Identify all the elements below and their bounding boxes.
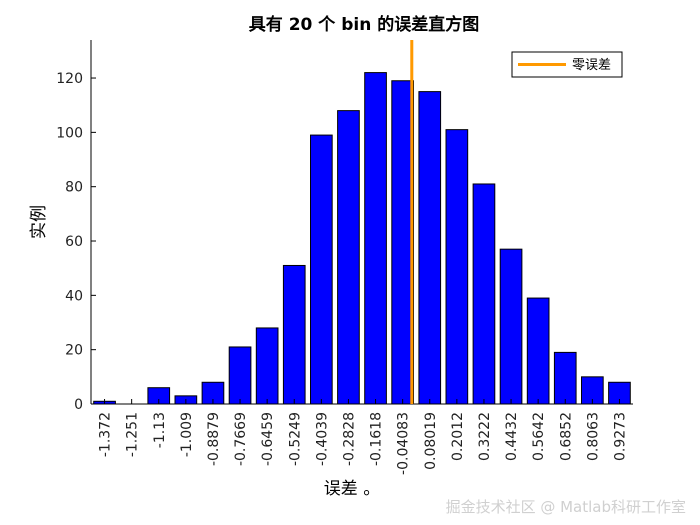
x-tick-label: -1.251	[125, 412, 141, 457]
x-axis-label: 误差 。	[324, 479, 380, 499]
bars-group	[93, 72, 631, 405]
y-tick-label: 80	[65, 180, 83, 196]
x-tick-label: -0.6459	[260, 412, 276, 466]
legend: 零误差	[511, 51, 623, 78]
bar	[445, 129, 469, 405]
x-tick-label: 0.8063	[585, 412, 601, 461]
bar	[364, 72, 387, 405]
bar	[282, 264, 306, 405]
bar	[472, 183, 496, 405]
x-tick-label: 0.5642	[531, 412, 547, 461]
x-tick-label: 0.08019	[423, 412, 439, 470]
y-tick-label: 0	[74, 397, 83, 413]
x-tick-label: -0.04083	[396, 412, 412, 475]
y-tick-label: 40	[65, 288, 83, 304]
bar	[499, 248, 523, 405]
y-tick-label: 60	[65, 234, 83, 250]
y-axis-label: 实例	[29, 205, 49, 239]
x-tick-label: -1.372	[98, 412, 114, 457]
x-tick-label: -1.009	[179, 412, 195, 457]
watermark-text: 掘金技术社区 @ Matlab科研工作室	[445, 498, 686, 516]
x-axis-ticks: -1.372 -1.251 -1.13 -1.009 -0.8879 -0.7669 -0.…	[98, 399, 628, 475]
y-tick-label: 100	[56, 125, 83, 141]
x-tick-label: -1.13	[152, 412, 168, 448]
x-tick-label: 0.9273	[612, 412, 628, 461]
bar	[228, 346, 252, 405]
legend-label: 零误差	[572, 58, 611, 73]
bar	[418, 91, 442, 405]
x-tick-label: -0.1618	[369, 412, 385, 466]
bar	[310, 134, 333, 405]
x-tick-label: 0.3222	[477, 412, 493, 461]
x-tick-label: -0.5249	[287, 412, 303, 466]
y-tick-label: 20	[65, 343, 83, 359]
bar	[337, 110, 360, 405]
bar	[391, 80, 414, 405]
chart-title: 具有 20 个 bin 的误差直方图	[248, 14, 479, 35]
bar	[526, 297, 550, 405]
x-tick-label: -0.7669	[233, 412, 249, 466]
x-tick-label: 0.6852	[558, 412, 574, 461]
y-axis-ticks: 0 20 40 60 80 100 120	[56, 71, 96, 413]
x-tick-label: -0.2828	[341, 412, 357, 466]
bar	[553, 351, 577, 405]
x-tick-label: 0.4432	[504, 412, 520, 461]
x-tick-label: 0.2012	[450, 412, 466, 461]
x-tick-label: -0.8879	[206, 412, 222, 466]
x-tick-label: -0.4039	[314, 412, 330, 466]
y-tick-label: 120	[56, 71, 83, 87]
bar	[255, 327, 279, 405]
